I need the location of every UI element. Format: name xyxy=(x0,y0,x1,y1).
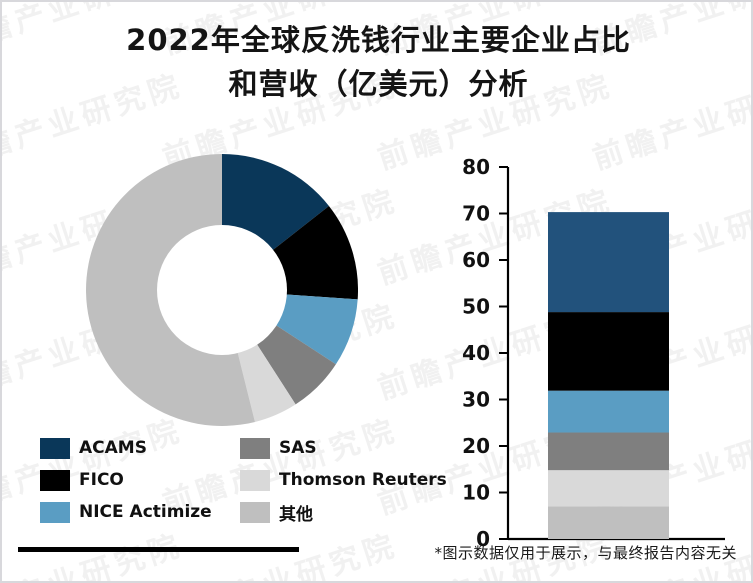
page-title: 2022年全球反洗钱行业主要企业占比 和营收（亿美元）分析 xyxy=(2,18,751,106)
bar-segment xyxy=(548,312,669,391)
y-axis-tick-label: 20 xyxy=(462,434,490,458)
y-axis-tick-label: 80 xyxy=(462,155,490,179)
legend-swatch-icon xyxy=(240,501,270,523)
y-axis-tick-label: 70 xyxy=(462,202,490,226)
bar-segment xyxy=(548,432,669,471)
legend-item[interactable]: 其他 xyxy=(240,496,460,528)
legend-item-label: SAS xyxy=(279,438,317,458)
legend-item-label: NICE Actimize xyxy=(79,502,212,522)
y-axis-tick-label: 10 xyxy=(462,481,490,505)
legend-item-label: ACAMS xyxy=(79,438,147,458)
y-axis-tick-label: 50 xyxy=(462,295,490,319)
legend-item-label: 其他 xyxy=(279,504,313,525)
bar-segment xyxy=(548,506,669,539)
bar-segment xyxy=(548,390,669,433)
legend-item-label: FICO xyxy=(79,470,124,490)
footer-note: *图示数据仅用于展示，与最终报告内容无关 xyxy=(434,544,737,562)
legend-item[interactable]: ACAMS xyxy=(40,432,240,464)
donut-chart xyxy=(86,154,358,426)
legend-swatch-icon xyxy=(40,437,70,459)
y-axis-tick-label: 60 xyxy=(462,248,490,272)
chart-legend: ACAMS SAS FICO Thomson Reuters NICE Actimize… xyxy=(40,432,460,528)
legend-item[interactable]: FICO xyxy=(40,464,240,496)
y-axis-tick-label: 0 xyxy=(476,527,490,551)
donut-hole xyxy=(157,225,287,355)
legend-item[interactable]: SAS xyxy=(240,432,460,464)
legend-swatch-icon xyxy=(40,501,70,523)
y-axis-tick-group: 0 10 20 30 40 50 60 70 80 xyxy=(462,155,508,551)
legend-item[interactable]: NICE Actimize xyxy=(40,496,240,528)
legend-swatch-icon xyxy=(40,469,70,491)
legend-swatch-icon xyxy=(240,437,270,459)
bar-segment xyxy=(548,470,669,507)
bar-svg: 0 10 20 30 40 50 60 70 80 xyxy=(462,155,725,551)
bar-segment-group xyxy=(548,212,669,539)
stacked-bar-chart: 0 10 20 30 40 50 60 70 80 xyxy=(440,152,740,552)
title-line-1: 2022年全球反洗钱行业主要企业占比 xyxy=(126,23,631,57)
legend-item[interactable]: Thomson Reuters xyxy=(240,464,460,496)
bar-segment xyxy=(548,212,669,313)
footer-rule xyxy=(18,547,299,552)
y-axis-tick-label: 40 xyxy=(462,341,490,365)
donut-svg xyxy=(86,154,358,426)
legend-swatch-icon xyxy=(240,469,270,491)
title-line-2: 和营收（亿美元）分析 xyxy=(228,67,529,101)
y-axis-tick-label: 30 xyxy=(462,388,490,412)
legend-item-label: Thomson Reuters xyxy=(279,470,447,490)
